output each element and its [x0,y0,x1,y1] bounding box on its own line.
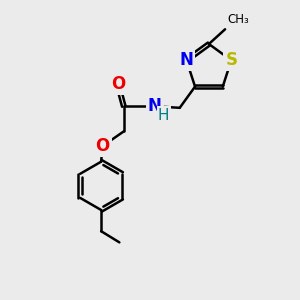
Text: O: O [95,137,110,155]
Text: N: N [148,97,162,115]
Text: N: N [179,51,194,69]
Text: O: O [111,75,125,93]
Text: CH₃: CH₃ [227,13,249,26]
Text: H: H [158,108,169,123]
Text: S: S [225,51,237,69]
